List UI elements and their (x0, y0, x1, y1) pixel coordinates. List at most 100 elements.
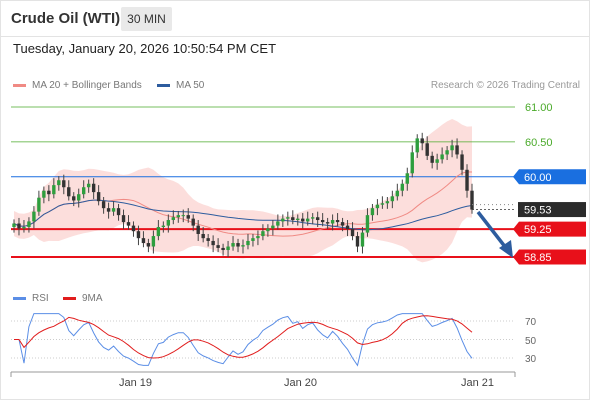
candle-body (47, 190, 51, 195)
timeframe-button[interactable]: 30 MIN (121, 7, 172, 31)
legend-rsi-label: RSI (32, 293, 49, 304)
candle-body (315, 217, 320, 221)
candle-body (440, 154, 444, 160)
candle (340, 217, 345, 232)
candle (345, 220, 350, 237)
candle-body (12, 223, 16, 227)
candle (445, 146, 449, 161)
legend-rsi: RSI (13, 293, 49, 304)
candle-body (256, 236, 260, 239)
candle-body (171, 217, 176, 221)
rsi-ma-line (14, 315, 473, 359)
candle-body (52, 185, 56, 195)
candle-body (455, 145, 459, 155)
candle (315, 211, 320, 227)
candle-body (141, 238, 146, 244)
candle (425, 136, 429, 161)
candle-body (151, 236, 156, 247)
candle-body (435, 159, 439, 163)
candle (310, 213, 315, 225)
candle-body (206, 238, 210, 241)
candle (251, 233, 255, 247)
forecast-arrow-icon (476, 210, 508, 250)
candle-body (96, 192, 101, 202)
candle-body (176, 215, 180, 218)
candle-body (251, 238, 255, 241)
candle (111, 201, 116, 216)
candle-body (201, 233, 205, 239)
legend-rsi-ma: 9MA (63, 293, 103, 304)
candle-body (330, 220, 335, 224)
timestamp: Tuesday, January 20, 2026 10:50:54 PM CE… (13, 41, 277, 56)
candle-body (231, 243, 235, 247)
candle (325, 217, 330, 230)
candle-body (111, 208, 116, 212)
candle-body (241, 245, 245, 247)
candle (81, 180, 86, 199)
candle-body (101, 201, 106, 209)
candle-body (345, 225, 350, 230)
candle (101, 197, 106, 214)
candle (301, 213, 305, 229)
candle-body (106, 208, 111, 212)
candle (47, 185, 51, 202)
candle-body (216, 245, 220, 248)
candle (156, 220, 161, 241)
support-tag: 58.85 (513, 249, 586, 265)
candle-body (221, 247, 225, 251)
candle-body (246, 240, 250, 246)
candle (131, 221, 136, 237)
candle (91, 178, 96, 200)
candle-body (27, 221, 31, 227)
candle-body (131, 225, 136, 232)
candle-body (360, 232, 365, 247)
candle (86, 179, 91, 193)
candle-body (306, 218, 310, 222)
candle (166, 214, 171, 233)
candle-body (450, 145, 454, 151)
x-label-jan20: Jan 20 (284, 377, 317, 389)
candle-body (156, 227, 161, 237)
candle-body (420, 138, 424, 144)
pivot-tag-bg (513, 169, 586, 185)
candle (116, 203, 121, 221)
candle (62, 174, 66, 195)
candle (146, 238, 151, 253)
candle (176, 210, 180, 223)
support-tag-bg (513, 221, 586, 237)
candle-body (340, 222, 345, 226)
rsi-swatch-icon (13, 296, 26, 300)
candle-body (380, 203, 385, 205)
candle-body (91, 183, 96, 193)
candle (360, 227, 365, 254)
candle (17, 217, 21, 236)
bollinger-band (14, 119, 472, 263)
candle (136, 225, 141, 246)
candle (241, 239, 245, 254)
candle (236, 238, 240, 253)
candle (106, 202, 111, 219)
candle (350, 222, 355, 241)
candle-body (355, 236, 360, 247)
candle-body (196, 225, 200, 234)
candle-body (400, 183, 405, 191)
candle-body (395, 190, 400, 197)
candle (370, 203, 375, 221)
candle-body (86, 183, 91, 188)
candle-body (121, 215, 126, 223)
candle (196, 220, 200, 241)
candle (96, 185, 101, 206)
candle-body (320, 220, 325, 223)
resistance-label: 61.00 (525, 102, 553, 114)
candle-body (470, 190, 474, 210)
resistance-label: 60.50 (525, 137, 553, 149)
bollinger-swatch-icon (13, 83, 26, 87)
candle (121, 209, 126, 230)
legend-ma50: MA 50 (157, 80, 204, 91)
candle-body (291, 217, 295, 221)
rsi-level-30: 30 (525, 354, 537, 365)
candle (67, 180, 71, 201)
candle (400, 179, 405, 197)
candle (450, 139, 454, 158)
